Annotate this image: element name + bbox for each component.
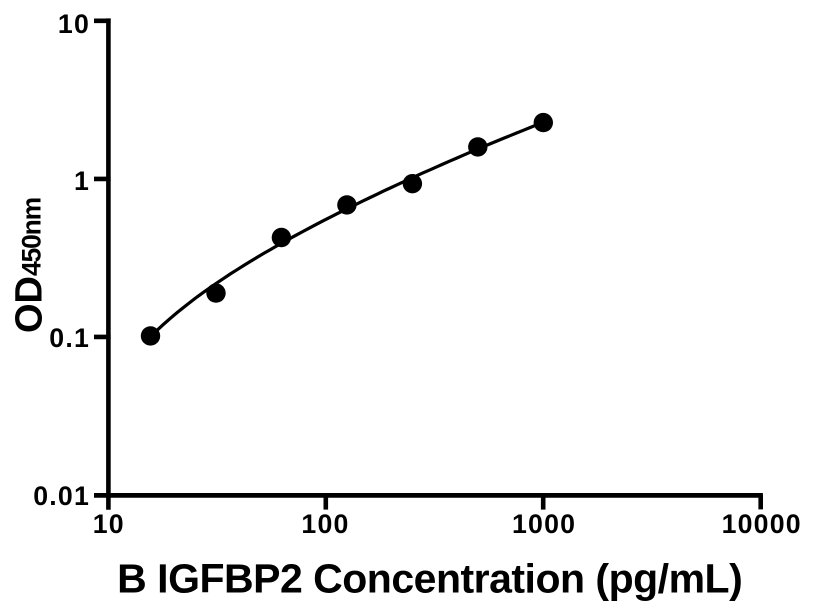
svg-text:1000: 1000 — [512, 509, 576, 539]
svg-text:0.01: 0.01 — [33, 481, 90, 511]
svg-text:0.1: 0.1 — [49, 323, 90, 353]
svg-text:B IGFBP2 Concentration (pg/mL): B IGFBP2 Concentration (pg/mL) — [117, 556, 742, 602]
svg-text:10: 10 — [58, 9, 90, 39]
svg-text:1: 1 — [74, 166, 90, 196]
svg-text:100: 100 — [301, 509, 349, 539]
svg-text:10: 10 — [93, 509, 125, 539]
svg-text:10000: 10000 — [722, 509, 802, 539]
